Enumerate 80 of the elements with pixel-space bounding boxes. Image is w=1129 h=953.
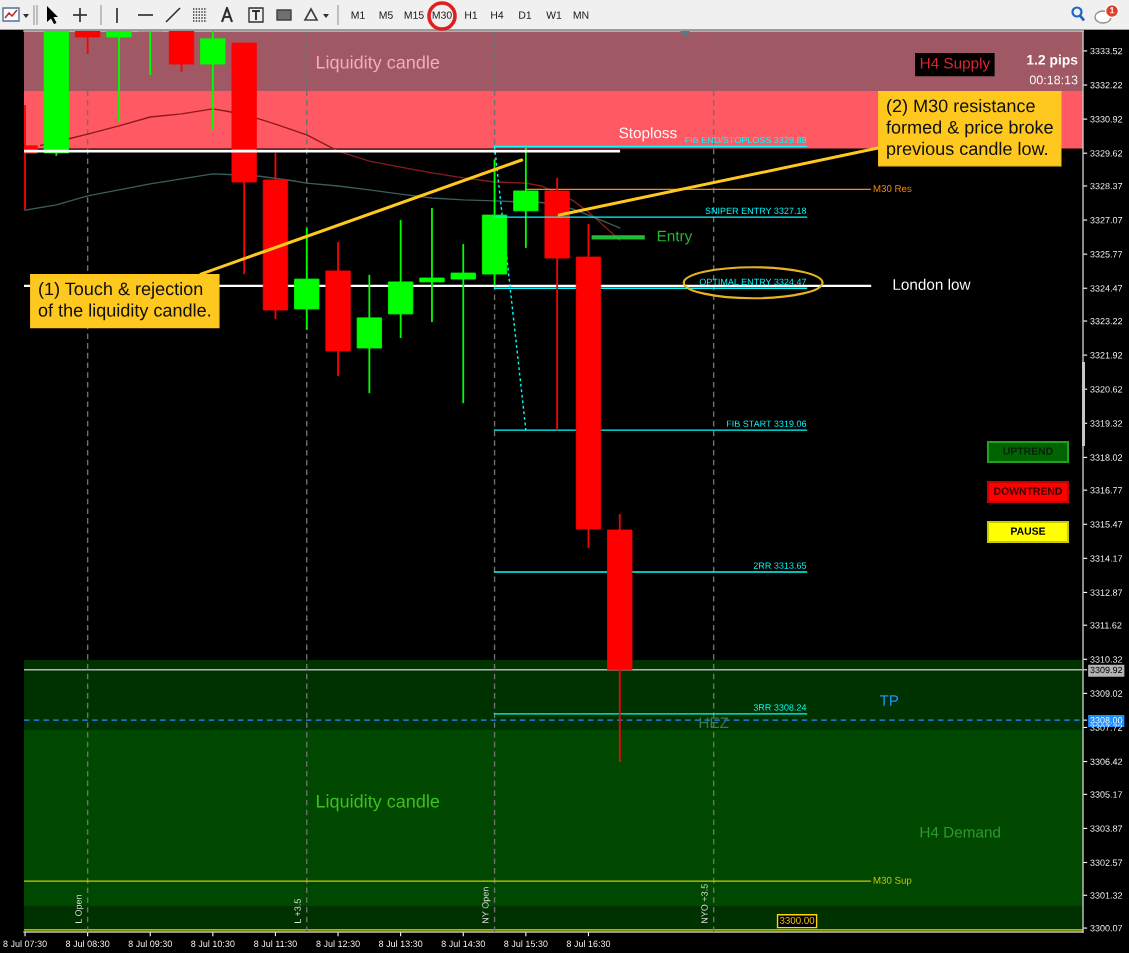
y-tick-label: 3303.87 bbox=[1090, 825, 1123, 832]
candlestick bbox=[137, 31, 163, 76]
text: W1 bbox=[546, 11, 562, 19]
ref-line-label: L +3.5 bbox=[294, 899, 301, 923]
x-tick-label: 8 Jul 14:30 bbox=[441, 940, 485, 947]
candlestick bbox=[106, 31, 132, 123]
y-tick-label: 3315.47 bbox=[1090, 521, 1123, 528]
y-tick-label: 3327.07 bbox=[1090, 217, 1123, 224]
series-label: FIB END/STOPLOSS 3329.88 bbox=[685, 136, 807, 144]
annotation: (2) M30 resistance formed & price broke previous candle low. bbox=[886, 99, 1053, 159]
y-tick-label: 3309.02 bbox=[1090, 690, 1123, 697]
text: M5 bbox=[379, 11, 393, 19]
series-label: Stoploss bbox=[619, 127, 677, 142]
y-tick-label: 3308.00 bbox=[1090, 717, 1123, 724]
x-tick-label: 8 Jul 10:30 bbox=[191, 940, 235, 947]
series-label: M30 Sup bbox=[873, 876, 912, 886]
y-tick-label: 3316.77 bbox=[1090, 487, 1123, 494]
y-tick-label: 3301.32 bbox=[1090, 892, 1123, 899]
candlestick bbox=[419, 207, 445, 323]
y-tick-label: 3318.02 bbox=[1090, 454, 1123, 461]
y-tick-label: 3330.92 bbox=[1090, 116, 1123, 123]
text: MN bbox=[573, 11, 589, 19]
y-tick-label: 3323.22 bbox=[1090, 317, 1123, 325]
y-tick-label: 3332.22 bbox=[1090, 81, 1123, 89]
series-label: FIB START 3319.06 bbox=[726, 420, 807, 427]
x-tick-label: 8 Jul 16:30 bbox=[566, 940, 611, 947]
ref-line-label: TP bbox=[879, 695, 899, 706]
annotation: PAUSE bbox=[1011, 527, 1046, 535]
x-tick-label: 8 Jul 08:30 bbox=[65, 940, 110, 947]
y-tick-label: 3325.77 bbox=[1090, 251, 1123, 258]
y-tick-label: 3300.07 bbox=[1090, 925, 1123, 932]
annotation: 00:18:13 bbox=[1029, 75, 1078, 85]
text: H4 bbox=[491, 11, 504, 19]
annotation: (1) Touch & rejection of the liquidity candle. bbox=[38, 282, 210, 321]
text: M1 bbox=[351, 11, 365, 19]
y-tick-label: 3310.32 bbox=[1090, 656, 1123, 663]
y-tick-label: 3324.47 bbox=[1090, 285, 1123, 292]
annotation: DOWNTREND bbox=[994, 487, 1062, 495]
annotation: 1.2 pips bbox=[1027, 54, 1078, 68]
text: 1 bbox=[1110, 7, 1115, 14]
y-tick-label: 3329.62 bbox=[1090, 150, 1123, 157]
y-tick-label: 3320.62 bbox=[1090, 386, 1123, 393]
series-label: OPTIMAL ENTRY 3324.47 bbox=[699, 278, 807, 286]
series-label: SNIPER ENTRY 3327.18 bbox=[705, 207, 807, 215]
annotation: UPTREND bbox=[1003, 447, 1053, 455]
x-tick-label: 8 Jul 07:30 bbox=[3, 940, 47, 947]
x-tick-label: 8 Jul 11:30 bbox=[254, 940, 297, 947]
band-label: H4 Supply bbox=[920, 57, 991, 72]
band-label: Liquidity candle bbox=[316, 794, 440, 812]
y-tick-label: 3311.62 bbox=[1090, 622, 1122, 629]
series-label: M30 Res bbox=[873, 185, 912, 192]
x-tick-label: 8 Jul 12:30 bbox=[316, 940, 360, 947]
text: M15 bbox=[404, 11, 424, 19]
x-tick-label: 8 Jul 09:30 bbox=[128, 940, 172, 947]
band-label: H4 Demand bbox=[920, 826, 1000, 838]
text: H1 bbox=[465, 11, 478, 19]
ref-line-label: L Open bbox=[75, 894, 84, 923]
band-label: Liquidity candle bbox=[316, 55, 440, 73]
ref-line-label: 3300.00 bbox=[779, 916, 815, 924]
y-tick-label: 3302.57 bbox=[1090, 859, 1123, 866]
y-tick-label: 3312.87 bbox=[1090, 589, 1123, 596]
ref-line-label: NYO +3.5 bbox=[701, 884, 708, 923]
y-tick-label: 3306.42 bbox=[1090, 758, 1123, 765]
text: D1 bbox=[519, 11, 532, 19]
ref-line-label: NY Open bbox=[482, 887, 491, 923]
x-tick-label: 8 Jul 15:30 bbox=[504, 940, 548, 947]
series-label: London low bbox=[893, 278, 971, 290]
text: M30 bbox=[432, 11, 452, 19]
series-label: Entry bbox=[657, 230, 693, 245]
y-tick-label: 3314.17 bbox=[1090, 555, 1123, 562]
candlestick bbox=[450, 243, 476, 405]
y-tick-label: 3305.17 bbox=[1090, 791, 1123, 798]
x-tick-label: 8 Jul 13:30 bbox=[378, 940, 423, 947]
y-tick-label: 3321.92 bbox=[1090, 352, 1123, 359]
series-label: 2RR 3313.65 bbox=[753, 562, 807, 569]
y-tick-label: 3319.32 bbox=[1090, 420, 1123, 427]
y-tick-label: 3333.52 bbox=[1090, 47, 1123, 55]
y-tick-label: 3328.37 bbox=[1090, 182, 1123, 190]
y-tick-label: 3309.92 bbox=[1090, 666, 1123, 674]
series-label: 3RR 3308.24 bbox=[753, 704, 807, 711]
